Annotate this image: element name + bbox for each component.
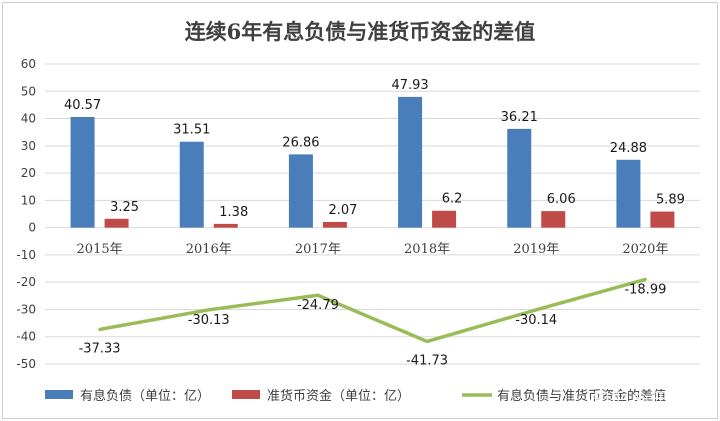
line-point — [207, 308, 211, 312]
line-point — [98, 327, 102, 331]
y-tick-label: 20 — [21, 166, 36, 180]
category-label: 2015年 — [77, 242, 123, 257]
legend-label: 准货币资金（单位：亿） — [267, 388, 410, 404]
data-label: -18.99 — [624, 282, 666, 297]
bar-interest-bearing-debt-3 — [398, 96, 423, 228]
category-label: 2018年 — [404, 242, 450, 257]
legend-label: 有息负债与准货币资金的差值 — [497, 388, 666, 404]
bar-interest-bearing-debt-4 — [507, 128, 532, 228]
y-axis-tick-labels: 60 50 40 30 20 10 0 -10 -20 -30 -40 -50 — [16, 57, 36, 371]
data-label: -24.79 — [297, 298, 339, 313]
data-label: 1.38 — [219, 205, 248, 220]
bar-quasi-cash-1 — [213, 223, 238, 228]
category-label: 2017年 — [295, 242, 341, 257]
watermark: 知乎 @开拓者 — [593, 390, 700, 410]
category-label: 2020年 — [622, 242, 668, 257]
bar-quasi-cash-5 — [650, 211, 675, 228]
category-labels: 2015年 2016年 2017年 2018年 2019年 2020年 — [77, 242, 669, 257]
difference-line — [99, 277, 646, 344]
data-label: 26.86 — [282, 135, 319, 150]
y-tick-label: -20 — [16, 275, 36, 289]
legend-swatch — [45, 390, 73, 399]
bar-interest-bearing-debt-5 — [616, 159, 641, 228]
data-label: 2.07 — [328, 203, 357, 218]
y-tick-label: -10 — [16, 248, 36, 262]
bar-interest-bearing-debt-0 — [70, 116, 95, 228]
bar-interest-bearing-debt-1 — [179, 141, 204, 228]
category-label: 2016年 — [186, 242, 232, 257]
y-tick-label: -50 — [16, 357, 36, 371]
bars — [70, 96, 675, 228]
line-point — [643, 277, 647, 281]
line-point — [534, 308, 538, 312]
data-label: -41.73 — [406, 353, 448, 368]
data-label: 24.88 — [610, 141, 647, 156]
y-tick-label: 40 — [21, 112, 36, 126]
data-label: 40.57 — [64, 98, 101, 113]
y-tick-label: -30 — [16, 302, 36, 316]
bar-quasi-cash-2 — [322, 221, 347, 228]
data-label: 6.06 — [547, 192, 576, 207]
data-label: 31.51 — [173, 123, 210, 138]
y-tick-label: 0 — [28, 221, 36, 235]
data-label: 6.2 — [442, 192, 463, 207]
gridlines — [45, 63, 700, 365]
data-label: 5.89 — [656, 193, 685, 208]
y-tick-label: 10 — [21, 193, 36, 207]
chart-title: 连续6年有息负债与准货币资金的差值 — [185, 19, 536, 44]
y-tick-label: 60 — [21, 57, 36, 71]
data-label: -37.33 — [79, 341, 121, 356]
y-tick-label: 30 — [21, 139, 36, 153]
data-label: -30.13 — [188, 313, 230, 328]
bar-quasi-cash-4 — [541, 211, 566, 228]
legend-label: 有息负债（单位：亿） — [80, 388, 210, 404]
data-label: -30.14 — [515, 313, 557, 328]
data-label: 36.21 — [501, 110, 538, 125]
bar-interest-bearing-debt-2 — [288, 154, 313, 228]
data-label: 47.93 — [391, 78, 428, 93]
bar-quasi-cash-3 — [432, 210, 457, 228]
line-point — [425, 339, 429, 343]
y-tick-label: 50 — [21, 84, 36, 98]
data-label: 3.25 — [110, 200, 139, 215]
legend: 有息负债（单位：亿） 准货币资金（单位：亿） 有息负债与准货币资金的差值 — [45, 388, 666, 404]
data-labels: 40.57 3.25 31.51 1.38 26.86 2.07 47.93 6.2 36.21… — [64, 78, 685, 369]
line-point — [316, 293, 320, 297]
difference-line-series — [98, 277, 647, 344]
bar-quasi-cash-0 — [104, 218, 129, 228]
legend-swatch — [232, 390, 260, 399]
y-tick-label: -40 — [16, 330, 36, 344]
category-label: 2019年 — [513, 242, 559, 257]
